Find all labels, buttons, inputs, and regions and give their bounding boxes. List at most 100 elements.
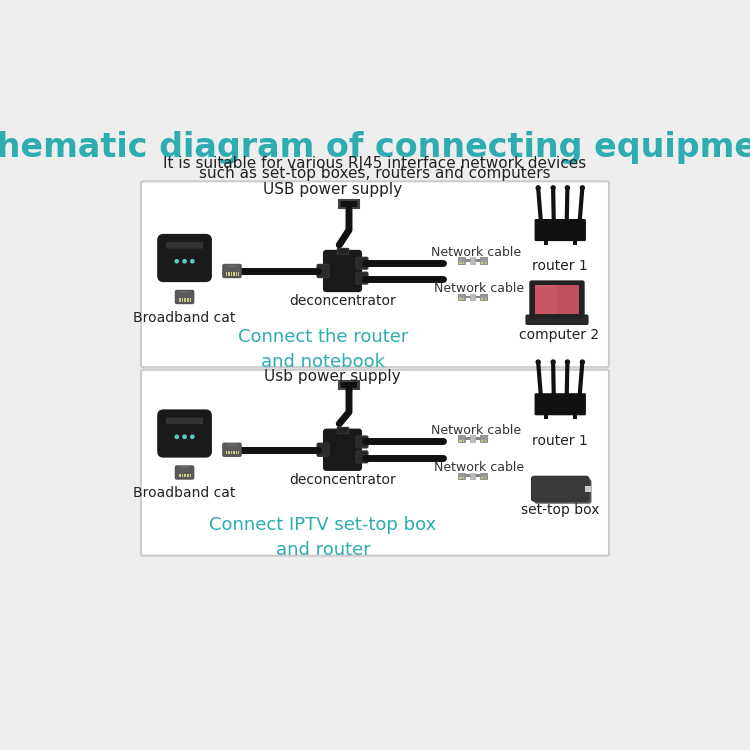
Bar (481, 477, 482, 479)
Bar (572, 414, 577, 419)
Circle shape (566, 360, 569, 364)
Bar (480, 257, 487, 264)
Bar (459, 298, 460, 300)
Bar (480, 472, 487, 479)
Bar (236, 272, 237, 275)
Bar (357, 380, 358, 389)
Text: Broadband cat: Broadband cat (134, 486, 236, 500)
Bar (461, 440, 462, 442)
Bar (190, 298, 191, 302)
FancyBboxPatch shape (324, 429, 362, 470)
Bar (461, 262, 462, 264)
Text: deconcentrator: deconcentrator (290, 294, 396, 307)
Bar (585, 485, 592, 492)
Bar (461, 298, 462, 300)
Bar (463, 298, 464, 300)
Text: deconcentrator: deconcentrator (290, 472, 396, 487)
Text: Schematic diagram of connecting equipment: Schematic diagram of connecting equipmen… (0, 131, 750, 164)
Bar (185, 298, 186, 302)
Bar (482, 477, 483, 479)
Text: It is suitable for various RJ45 interface network devices: It is suitable for various RJ45 interfac… (164, 156, 586, 171)
Bar (480, 294, 487, 300)
FancyBboxPatch shape (535, 219, 586, 241)
Bar (470, 294, 475, 300)
Circle shape (190, 260, 194, 263)
Circle shape (175, 260, 178, 263)
Bar (188, 298, 190, 302)
Bar (234, 272, 236, 275)
Circle shape (183, 260, 186, 263)
Bar (228, 272, 229, 275)
FancyBboxPatch shape (317, 443, 328, 456)
Bar (460, 477, 461, 479)
FancyBboxPatch shape (141, 370, 609, 556)
Circle shape (190, 435, 194, 438)
Circle shape (580, 360, 584, 364)
FancyBboxPatch shape (158, 410, 211, 457)
Bar (470, 436, 475, 442)
Bar (535, 285, 579, 314)
FancyBboxPatch shape (535, 393, 586, 416)
Bar (460, 298, 461, 300)
Bar (232, 272, 234, 275)
Bar (459, 262, 460, 264)
FancyBboxPatch shape (356, 451, 368, 463)
FancyBboxPatch shape (530, 281, 584, 318)
Bar (232, 451, 234, 454)
Bar (470, 472, 475, 479)
Bar (340, 201, 358, 207)
Text: Broadband cat: Broadband cat (134, 310, 236, 325)
Bar (226, 451, 227, 454)
Text: Connect the router
and notebook: Connect the router and notebook (238, 328, 408, 370)
Bar (180, 290, 189, 293)
Bar (481, 262, 482, 264)
Bar (470, 257, 475, 264)
Bar (480, 436, 487, 442)
Bar (227, 443, 236, 446)
FancyBboxPatch shape (176, 290, 194, 304)
Bar (463, 477, 464, 479)
FancyBboxPatch shape (223, 443, 241, 456)
Bar (482, 440, 483, 442)
FancyBboxPatch shape (141, 182, 609, 368)
Bar (357, 200, 358, 208)
Bar (226, 272, 227, 275)
Bar (465, 475, 480, 477)
Bar (459, 440, 460, 442)
Bar (188, 474, 190, 477)
Text: Network cable: Network cable (434, 282, 524, 295)
Text: Network cable: Network cable (434, 460, 524, 474)
Bar (481, 440, 482, 442)
Circle shape (580, 186, 584, 190)
Bar (458, 472, 465, 479)
FancyBboxPatch shape (356, 257, 368, 269)
Bar (340, 382, 358, 388)
Bar (339, 380, 358, 389)
Text: Usb power supply: Usb power supply (265, 370, 401, 385)
Bar (461, 477, 462, 479)
Text: Network cable: Network cable (430, 246, 520, 259)
Bar (234, 451, 236, 454)
Text: Connect IPTV set-top box
and router: Connect IPTV set-top box and router (209, 516, 436, 559)
Bar (180, 298, 182, 302)
Bar (465, 437, 480, 440)
Bar (178, 474, 180, 477)
Text: Network cable: Network cable (430, 424, 520, 436)
FancyBboxPatch shape (158, 235, 211, 281)
Bar (535, 285, 557, 314)
Bar (228, 451, 229, 454)
Text: USB power supply: USB power supply (263, 182, 402, 197)
Circle shape (551, 360, 555, 364)
Text: computer 2: computer 2 (519, 328, 599, 341)
Bar (463, 440, 464, 442)
Bar (187, 474, 188, 477)
Bar (460, 440, 461, 442)
Bar (484, 262, 486, 264)
Bar (231, 451, 232, 454)
Bar (544, 414, 548, 419)
Text: router 1: router 1 (532, 433, 588, 448)
Circle shape (551, 186, 555, 190)
Bar (484, 298, 486, 300)
FancyBboxPatch shape (176, 466, 194, 479)
FancyBboxPatch shape (166, 418, 203, 424)
